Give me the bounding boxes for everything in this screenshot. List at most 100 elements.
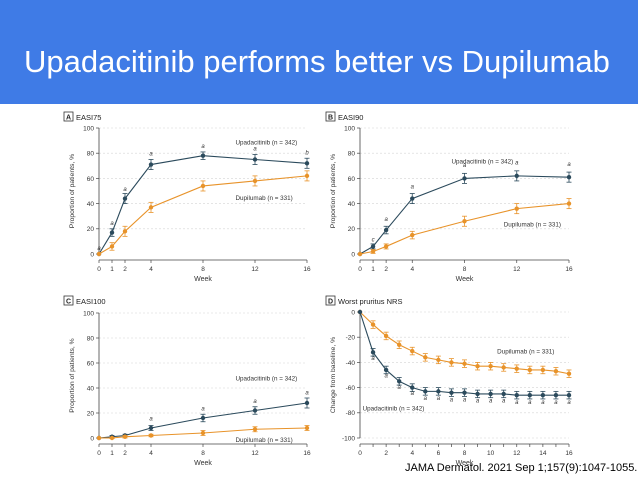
x-tick-label: 12 [513,450,521,457]
panel-letter: C [66,299,71,306]
x-tick-label: 2 [123,266,127,273]
upadacitinib-series-label: Upadacitinib (n = 342) [236,139,298,146]
significance-marker: a [201,144,205,150]
y-axis-title: Proportion of patients, % [69,154,76,228]
upadacitinib-data-point [304,161,310,166]
upadacitinib-data-point [501,391,506,397]
dupilumab-data-point [96,251,102,257]
upadacitinib-data-point [540,392,546,398]
significance-marker: a [476,399,480,405]
significance-marker: a [424,396,428,402]
x-tick-label: 0 [358,450,362,457]
upadacitinib-series-line [98,155,308,255]
x-tick-label: 0 [97,450,101,457]
panel-d: D Worst pruritus NRS 0 -20 -40 -60 -80 -100 0 2 4 6… [325,295,573,467]
upadacitinib-data-point [357,309,363,315]
x-tick-label: 12 [513,266,521,273]
upadacitinib-data-point [383,227,389,233]
y-tick-label: 40 [87,201,95,208]
dupilumab-data-point [553,369,559,374]
significance-marker: a [411,391,415,397]
upadacitinib-data-point [527,392,533,398]
significance-marker: a [97,246,101,252]
x-tick-label: 2 [123,450,127,457]
significance-marker: a [463,163,467,169]
significance-marker: a [384,217,388,223]
x-tick-label: 6 [437,450,441,457]
y-tick-label: 20 [87,226,95,233]
upadacitinib-data-point [462,390,467,395]
panel-letter: D [328,299,333,306]
dupilumab-data-point [383,244,389,249]
dupilumab-data-point [566,371,572,376]
dupilumab-data-point [436,357,441,363]
dupilumab-data-point [396,342,402,347]
x-tick-label: 12 [251,450,259,457]
upadacitinib-series-label: Upadacitinib (n = 342) [236,376,298,383]
y-tick-label: 40 [87,385,95,392]
y-tick-label: 0 [351,309,355,316]
significance-marker: a [110,221,114,227]
dupilumab-series-label: Dupilumab (n = 331) [504,221,561,228]
x-tick-label: 4 [149,450,153,457]
significance-marker: a [450,397,454,403]
y-tick-label: 0 [90,435,94,442]
dupilumab-series-label: Dupilumab (n = 331) [497,349,554,356]
x-tick-label: 16 [565,450,573,457]
panel-title: EASI100 [76,297,106,306]
y-tick-label: 100 [83,310,94,317]
dupilumab-data-point [449,360,454,365]
x-tick-label: 8 [463,450,467,457]
dupilumab-data-point [357,251,363,257]
upadacitinib-data-point [200,153,206,158]
x-tick-label: 4 [410,266,414,273]
upadacitinib-series-label: Upadacitinib (n = 342) [451,158,513,165]
dupilumab-data-point [96,435,102,441]
y-axis-title: Change from baseline, % [330,337,337,413]
upadacitinib-series-line [359,175,570,255]
significance-marker: a [515,400,519,406]
significance-marker: a [489,399,493,405]
x-tick-label: 16 [303,450,311,457]
dupilumab-data-point [109,244,115,249]
dupilumab-data-point [462,219,467,224]
x-tick-label: 2 [384,266,388,273]
upadacitinib-data-point [396,379,402,384]
y-tick-label: -80 [346,410,356,417]
upadacitinib-data-point [553,392,559,398]
panel-title: Worst pruritus NRS [338,297,402,306]
y-tick-label: 80 [348,151,356,158]
x-axis-title: Week [456,460,474,467]
significance-marker: a [528,400,532,406]
slide-title: Upadacitinib performs better vs Dupiluma… [24,44,610,79]
significance-marker: a [123,187,127,193]
y-tick-label: 60 [87,360,95,367]
upadacitinib-data-point [148,162,154,167]
upadacitinib-data-point [462,176,467,181]
x-axis-title: Week [194,276,212,283]
dupilumab-data-point [410,232,415,238]
x-axis-title: Week [194,460,212,467]
dupilumab-data-point [148,433,154,438]
upadacitinib-data-point [200,415,206,421]
dupilumab-data-point [109,435,115,441]
x-tick-label: 2 [384,450,388,457]
significance-marker: a [411,184,415,190]
dupilumab-data-point [148,205,154,210]
y-axis-title: Proportion of patients, % [69,338,76,412]
dupilumab-data-point [527,367,533,373]
significance-marker: a [384,374,388,380]
upadacitinib-data-point [304,400,310,406]
y-tick-label: 20 [348,226,356,233]
panel-letter-box [325,111,336,122]
significance-marker: a [541,400,545,406]
dupilumab-data-point [566,201,572,206]
dupilumab-data-point [514,366,519,371]
dupilumab-data-point [383,333,389,339]
upadacitinib-data-point [566,174,572,180]
upadacitinib-data-point [566,392,572,398]
significance-marker: a [567,400,571,406]
x-tick-label: 1 [110,450,114,457]
